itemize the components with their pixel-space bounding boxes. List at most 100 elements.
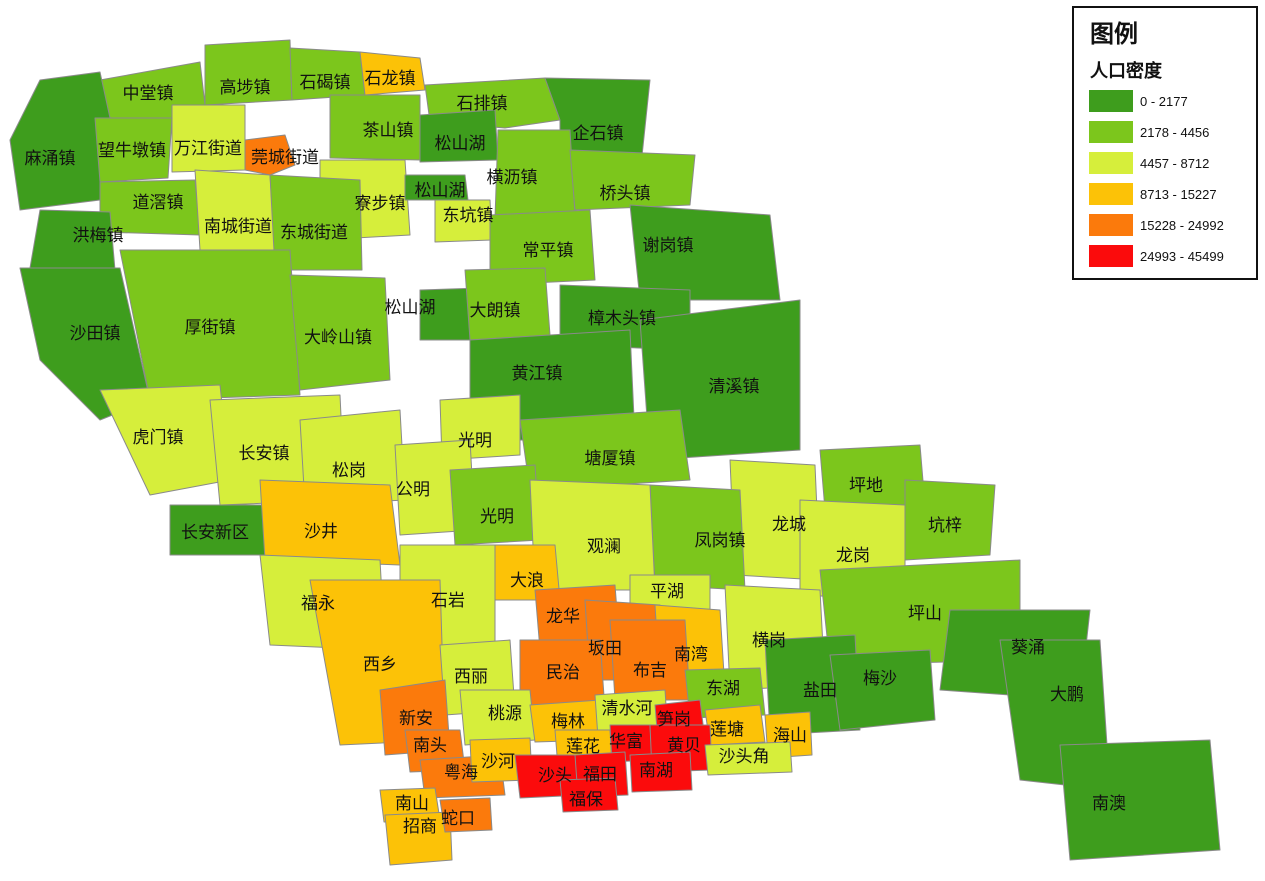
region-label: 高埗镇	[220, 78, 271, 98]
region-label: 清溪镇	[709, 377, 760, 397]
region-label: 龙华	[546, 607, 580, 627]
legend-label: 24993 - 45499	[1140, 249, 1224, 264]
region-76	[704, 741, 793, 776]
region-label: 松山湖	[415, 181, 466, 201]
region-label: 石碣镇	[300, 73, 351, 93]
legend-label: 15228 - 24992	[1140, 218, 1224, 233]
region-41	[449, 464, 541, 546]
region-label: 南湾	[674, 645, 708, 665]
region-label: 石岩	[431, 591, 465, 611]
region-label: 沙河	[481, 752, 515, 772]
region-label: 布吉	[633, 661, 667, 681]
region-19	[194, 169, 276, 251]
region-label: 石龙镇	[365, 69, 416, 89]
region-label: 沙头	[538, 766, 572, 786]
legend-items: 0 - 2177 2178 - 4456 4457 - 8712 8713 - 152…	[1089, 90, 1224, 267]
region-label: 长安新区	[181, 523, 249, 543]
region-4	[359, 51, 426, 96]
region-83	[559, 777, 619, 813]
region-label: 桥头镇	[600, 184, 651, 204]
region-label: 莲塘	[710, 720, 744, 740]
region-label: 凤岗镇	[695, 531, 746, 551]
region-label: 笋岗	[657, 710, 691, 730]
region-label: 常平镇	[523, 241, 574, 261]
region-label: 塘厦镇	[585, 449, 636, 469]
region-label: 南湖	[639, 761, 673, 781]
region-6	[9, 71, 111, 211]
region-label: 福保	[569, 790, 603, 810]
legend-label: 0 - 2177	[1140, 94, 1188, 109]
legend-swatch	[1089, 152, 1133, 174]
legend-title: 图例	[1090, 20, 1138, 48]
region-label: 民治	[546, 663, 580, 683]
region-label: 中堂镇	[123, 84, 174, 104]
region-label: 海山	[773, 726, 807, 746]
region-7	[94, 117, 173, 183]
region-label: 沙井	[304, 522, 338, 542]
region-label: 公明	[396, 480, 430, 500]
region-85	[384, 811, 453, 866]
legend-swatch	[1089, 121, 1133, 143]
region-label: 桃源	[488, 704, 522, 724]
region-label: 石排镇	[457, 94, 508, 114]
region-label: 沙田镇	[70, 324, 121, 344]
region-81	[629, 751, 693, 793]
region-label: 莲花	[566, 737, 600, 757]
legend-swatch	[1089, 183, 1133, 205]
region-label: 梅沙	[863, 669, 897, 689]
region-label: 招商	[403, 817, 437, 837]
region-label: 坪地	[849, 476, 883, 496]
region-label: 大朗镇	[470, 301, 521, 321]
region-label: 大浪	[510, 571, 544, 591]
region-label: 清水河	[602, 699, 653, 719]
region-label: 南城街道	[204, 217, 272, 237]
region-label: 黄贝	[667, 736, 701, 756]
legend-label: 2178 - 4456	[1140, 125, 1209, 140]
region-label: 南澳	[1092, 794, 1126, 814]
region-label: 光明	[458, 431, 492, 451]
region-label: 谢岗镇	[643, 236, 694, 256]
region-label: 西丽	[454, 667, 488, 687]
region-25	[119, 249, 301, 401]
region-9	[244, 134, 296, 176]
region-label: 万江街道	[174, 139, 242, 159]
region-label: 横岗	[752, 631, 786, 651]
legend-label: 8713 - 15227	[1140, 187, 1217, 202]
region-label: 新安	[399, 709, 433, 729]
legend-swatch	[1089, 214, 1133, 236]
region-label: 大鹏	[1050, 685, 1084, 705]
region-label: 厚街镇	[185, 318, 236, 338]
region-label: 松山湖	[435, 134, 486, 154]
legend-swatch	[1089, 90, 1133, 112]
region-86	[439, 797, 493, 833]
region-label: 长安镇	[239, 444, 290, 464]
region-14	[569, 149, 696, 211]
region-label: 平湖	[650, 582, 684, 602]
region-label: 观澜	[587, 537, 621, 557]
region-label: 葵涌	[1011, 638, 1045, 658]
region-label: 龙城	[772, 515, 806, 535]
region-label: 茶山镇	[363, 121, 414, 141]
region-label: 樟木头镇	[588, 309, 656, 329]
region-20	[269, 174, 363, 271]
region-label: 蛇口	[441, 809, 475, 829]
region-label: 寮步镇	[355, 194, 406, 214]
region-label: 福永	[301, 594, 335, 614]
region-label: 东城街道	[280, 223, 348, 243]
region-label: 望牛墩镇	[98, 141, 166, 161]
region-label: 沙头角	[719, 747, 770, 767]
region-label: 南山	[395, 794, 429, 814]
region-label: 福田	[583, 765, 617, 785]
region-label: 南头	[413, 736, 447, 756]
region-28	[289, 274, 391, 391]
region-63	[829, 649, 936, 731]
region-label: 光明	[480, 507, 514, 527]
region-82	[1059, 739, 1221, 861]
region-label: 洪梅镇	[73, 226, 124, 246]
region-22	[489, 209, 596, 286]
region-label: 松山湖	[385, 298, 436, 318]
region-label: 东坑镇	[443, 206, 494, 226]
legend: 图例 人口密度 0 - 2177 2178 - 4456 4457 - 8712 87…	[1072, 6, 1258, 280]
region-label: 龙岗	[836, 546, 870, 566]
